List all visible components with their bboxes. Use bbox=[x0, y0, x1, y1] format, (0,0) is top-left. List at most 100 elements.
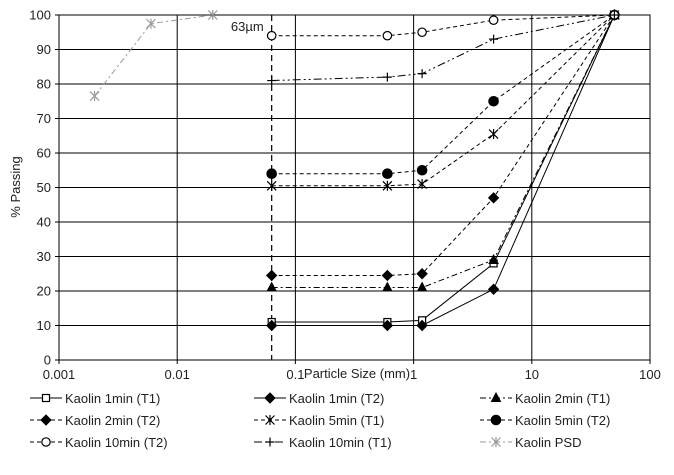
tick-labels: 0 10 20 30 40 50 60 70 80 90 100 0.001 0.01 0.1 1 10 100 bbox=[29, 8, 661, 383]
data-point bbox=[417, 27, 427, 38]
series-0 bbox=[267, 10, 619, 327]
series-3 bbox=[265, 9, 621, 282]
legend-label: Kaolin 5min (T2) bbox=[515, 412, 611, 428]
y-tick-label: 90 bbox=[37, 42, 51, 57]
legend-item: Kaolin 2min (T1) bbox=[478, 388, 610, 408]
x-tick-label: 0.001 bbox=[43, 367, 76, 382]
legend-label: Kaolin 2min (T2) bbox=[65, 412, 161, 428]
data-point bbox=[416, 164, 428, 176]
legend-item: Kaolin 5min (T1) bbox=[252, 410, 384, 430]
legend-item: Kaolin 1min (T1) bbox=[28, 388, 160, 408]
legend-marker bbox=[265, 415, 275, 425]
legend-item: Kaolin 5min (T2) bbox=[478, 410, 610, 430]
data-point bbox=[382, 281, 393, 292]
series-line bbox=[271, 14, 615, 82]
series-1 bbox=[265, 9, 621, 332]
data-point bbox=[609, 10, 619, 20]
data-point bbox=[488, 95, 499, 107]
legend-swatch bbox=[480, 414, 512, 426]
y-tick-label: 80 bbox=[37, 77, 51, 92]
y-tick-label: 0 bbox=[44, 353, 51, 368]
series-7 bbox=[267, 10, 619, 86]
series-line bbox=[94, 14, 213, 97]
series-line bbox=[271, 14, 615, 289]
x-tick-label: 100 bbox=[639, 367, 661, 382]
x-axis-label: Particle Size (mm) bbox=[304, 366, 410, 381]
legend-item: Kaolin 10min (T2) bbox=[28, 432, 168, 452]
legend-marker bbox=[264, 392, 276, 404]
series-group bbox=[89, 8, 621, 332]
series-line bbox=[271, 14, 615, 323]
legend-item: Kaolin PSD bbox=[478, 432, 581, 452]
plot-area: 63µm 0 10 20 30 40 50 60 70 80 90 100 0.001 0.01 0.1 1… bbox=[8, 8, 661, 383]
y-tick-label: 60 bbox=[37, 146, 51, 161]
legend-marker bbox=[490, 391, 502, 402]
x-tick-label: 1 bbox=[410, 367, 417, 382]
legend-swatch bbox=[254, 415, 286, 425]
legend-item: Kaolin 10min (T1) bbox=[252, 432, 392, 452]
series-4 bbox=[266, 10, 620, 191]
data-point bbox=[265, 319, 278, 332]
data-point bbox=[416, 268, 428, 280]
series-2 bbox=[266, 8, 620, 292]
legend-label: Kaolin 10min (T2) bbox=[65, 434, 168, 450]
data-point bbox=[416, 281, 428, 292]
legend-label: Kaolin 2min (T1) bbox=[515, 390, 611, 406]
legend-item: Kaolin 2min (T2) bbox=[28, 410, 160, 430]
y-tick-label: 50 bbox=[37, 180, 51, 195]
legend: Kaolin 1min (T1) Kaolin 1min (T2) Kaolin 2… bbox=[0, 384, 674, 474]
data-point bbox=[89, 91, 100, 102]
legend-marker bbox=[41, 393, 51, 403]
data-point bbox=[382, 72, 392, 82]
legend-marker bbox=[491, 437, 501, 447]
legend-swatch bbox=[254, 392, 286, 404]
y-tick-label: 20 bbox=[37, 284, 51, 299]
legend-swatch bbox=[30, 393, 62, 403]
data-point bbox=[266, 30, 277, 41]
legend-marker bbox=[490, 414, 502, 426]
legend-swatch bbox=[254, 437, 286, 447]
data-point bbox=[146, 18, 156, 29]
data-point bbox=[382, 180, 393, 191]
legend-item: Kaolin 1min (T2) bbox=[252, 388, 384, 408]
legend-marker bbox=[41, 437, 51, 447]
data-point bbox=[416, 319, 428, 332]
series-line bbox=[271, 14, 615, 276]
data-point bbox=[417, 179, 428, 190]
y-axis-label: % Passing bbox=[8, 156, 23, 217]
legend-label: Kaolin 10min (T1) bbox=[289, 434, 392, 450]
data-point bbox=[382, 30, 393, 41]
data-point bbox=[381, 319, 394, 332]
x-tick-label: 10 bbox=[525, 367, 539, 382]
data-point bbox=[381, 269, 394, 282]
y-tick-label: 30 bbox=[37, 249, 51, 264]
data-point bbox=[266, 168, 277, 179]
legend-marker bbox=[265, 437, 275, 447]
legend-label: Kaolin 1min (T1) bbox=[65, 390, 161, 406]
legend-label: Kaolin PSD bbox=[515, 434, 582, 450]
data-point bbox=[382, 168, 393, 179]
legend-label: Kaolin 1min (T2) bbox=[289, 390, 385, 406]
data-point bbox=[487, 283, 500, 295]
y-tick-label: 40 bbox=[37, 215, 51, 230]
series-8 bbox=[89, 10, 218, 102]
data-point bbox=[266, 281, 278, 292]
x-tick-label: 0.1 bbox=[286, 367, 304, 382]
data-point bbox=[207, 10, 218, 20]
series-line bbox=[271, 14, 615, 187]
data-point bbox=[489, 34, 499, 44]
data-point bbox=[488, 15, 499, 25]
y-tick-label: 100 bbox=[29, 8, 51, 23]
data-point bbox=[266, 180, 277, 191]
legend-swatch bbox=[480, 391, 512, 402]
data-point bbox=[267, 76, 277, 86]
legend-swatch bbox=[30, 414, 62, 426]
grid bbox=[59, 15, 650, 360]
legend-label: Kaolin 5min (T1) bbox=[289, 412, 385, 428]
series-line bbox=[271, 14, 615, 175]
data-point bbox=[488, 129, 499, 140]
legend-marker bbox=[40, 414, 52, 426]
legend-swatch bbox=[30, 437, 62, 447]
data-point bbox=[488, 253, 499, 264]
